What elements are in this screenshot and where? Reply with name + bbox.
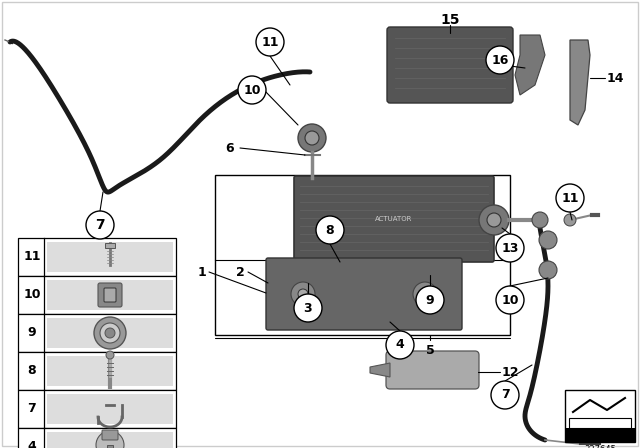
Circle shape	[532, 212, 548, 228]
Text: 4: 4	[396, 339, 404, 352]
Circle shape	[496, 286, 524, 314]
Circle shape	[413, 282, 437, 306]
Circle shape	[420, 289, 430, 299]
Circle shape	[539, 261, 557, 279]
Text: 1: 1	[198, 266, 206, 279]
Text: 6: 6	[226, 142, 234, 155]
Circle shape	[86, 211, 114, 239]
Bar	[47, 356, 173, 386]
Bar	[47, 432, 173, 448]
Bar	[47, 318, 173, 348]
Circle shape	[298, 124, 326, 152]
Circle shape	[564, 214, 576, 226]
Text: 11: 11	[23, 250, 41, 263]
FancyBboxPatch shape	[102, 430, 118, 440]
Text: 5: 5	[426, 344, 435, 357]
Bar	[565, 428, 635, 442]
Circle shape	[291, 282, 315, 306]
Text: 4: 4	[28, 440, 36, 448]
FancyBboxPatch shape	[294, 176, 494, 262]
Text: 12: 12	[501, 366, 519, 379]
Text: 11: 11	[261, 35, 279, 48]
Text: 9: 9	[28, 327, 36, 340]
Text: 7: 7	[500, 388, 509, 401]
Circle shape	[298, 289, 308, 299]
Circle shape	[100, 323, 120, 343]
Bar	[47, 242, 173, 272]
Text: 16: 16	[492, 53, 509, 66]
Circle shape	[487, 213, 501, 227]
Circle shape	[386, 331, 414, 359]
Bar	[18, 238, 176, 276]
Circle shape	[316, 216, 344, 244]
Bar	[105, 243, 115, 248]
Bar	[569, 418, 631, 428]
Circle shape	[294, 294, 322, 322]
Circle shape	[96, 431, 124, 448]
Bar	[18, 276, 176, 314]
Bar	[18, 428, 176, 448]
Bar	[215, 175, 510, 335]
Bar	[47, 394, 173, 424]
Circle shape	[479, 205, 509, 235]
Circle shape	[486, 46, 514, 74]
Text: 7: 7	[95, 218, 105, 232]
Text: 7: 7	[28, 402, 36, 415]
Text: 10: 10	[23, 289, 41, 302]
Circle shape	[556, 184, 584, 212]
Text: 327645: 327645	[584, 445, 616, 448]
Circle shape	[105, 328, 115, 338]
Bar	[18, 352, 176, 390]
Circle shape	[305, 131, 319, 145]
Text: 13: 13	[501, 241, 518, 254]
Text: 8: 8	[326, 224, 334, 237]
Text: 9: 9	[426, 293, 435, 306]
Circle shape	[238, 76, 266, 104]
Bar	[565, 390, 635, 442]
Text: 15: 15	[440, 13, 460, 27]
Polygon shape	[570, 40, 590, 125]
Polygon shape	[370, 363, 390, 377]
Polygon shape	[515, 35, 545, 95]
Circle shape	[539, 231, 557, 249]
Text: 11: 11	[561, 191, 579, 204]
Text: ACTUATOR: ACTUATOR	[375, 216, 413, 222]
FancyBboxPatch shape	[387, 27, 513, 103]
Bar	[107, 445, 113, 448]
FancyBboxPatch shape	[98, 283, 122, 307]
Circle shape	[94, 317, 126, 349]
Text: 8: 8	[28, 365, 36, 378]
Bar	[18, 390, 176, 428]
Text: 14: 14	[606, 72, 624, 85]
FancyBboxPatch shape	[386, 351, 479, 389]
FancyBboxPatch shape	[104, 288, 116, 302]
Text: 10: 10	[243, 83, 260, 96]
Bar	[18, 314, 176, 352]
Text: 3: 3	[304, 302, 312, 314]
Text: 10: 10	[501, 293, 519, 306]
Circle shape	[256, 28, 284, 56]
Circle shape	[416, 286, 444, 314]
Circle shape	[106, 351, 114, 359]
Circle shape	[496, 234, 524, 262]
Circle shape	[491, 381, 519, 409]
Bar	[47, 280, 173, 310]
FancyBboxPatch shape	[266, 258, 462, 330]
Text: 2: 2	[236, 266, 244, 279]
